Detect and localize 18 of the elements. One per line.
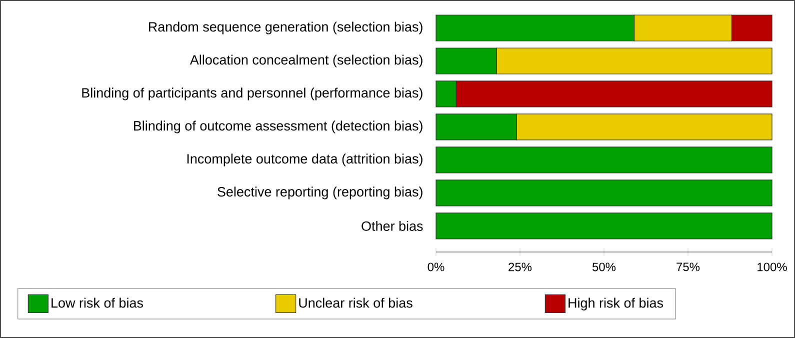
y-tick-label: Random sequence generation (selection bias) [148,22,422,34]
y-tick-label: Blinding of participants and personnel (performance bias) [82,88,422,100]
legend-label: Low risk of bias [52,298,143,308]
y-tick-label: Blinding of outcome assessment (detection bias) [134,120,422,134]
y-tick-label: Other bias [362,220,423,231]
bar [436,146,772,174]
y-tick-label: Allocation concealment (selection bias) [190,54,422,68]
x-tick-label: 50% [592,262,616,272]
y-tick-label: Selective reporting (reporting bias) [218,186,422,200]
legend-label: High risk of bias [568,298,664,310]
y-tick-label: Incomplete outcome data (attrition bias) [187,154,422,166]
legend-label: Unclear risk of bias [299,298,412,308]
x-tick-label: 75% [676,262,700,272]
x-tick-label: 0% [428,262,444,272]
x-tick-label: 25% [508,262,532,272]
bar [436,180,772,206]
bar [436,212,772,240]
x-tick-label: 100% [758,262,787,272]
